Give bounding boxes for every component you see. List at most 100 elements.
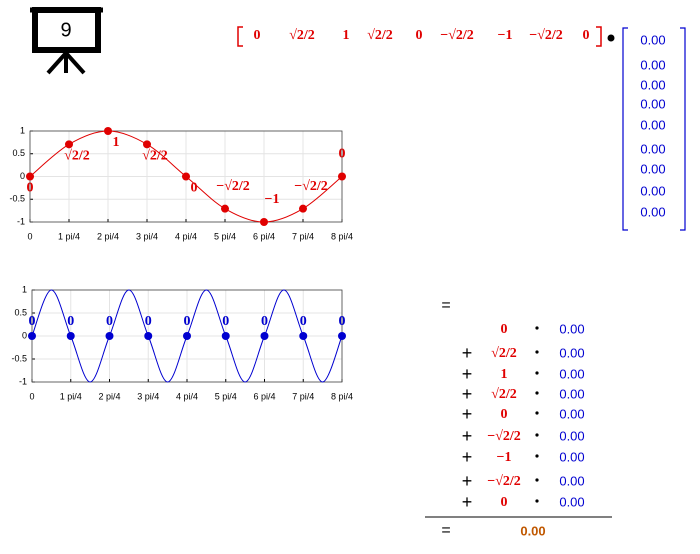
column-entry: 0.00	[640, 161, 665, 176]
x-tick-label: 5 pi/4	[214, 231, 236, 241]
term: −1	[497, 450, 512, 465]
x-tick-label: 6 pi/4	[253, 391, 275, 401]
value-label: 0	[300, 314, 307, 329]
coefficient: 0.00	[559, 428, 584, 443]
plus: +	[462, 471, 473, 491]
y-tick-label: -0.5	[11, 353, 27, 363]
value-label: 0	[191, 181, 198, 196]
presentation-icon	[30, 7, 103, 75]
value-label: √2/2	[142, 149, 168, 164]
y-tick-label: -0.5	[9, 194, 25, 204]
x-tick-label: 4 pi/4	[176, 391, 198, 401]
point	[105, 332, 114, 340]
x-tick-label: 8 pi/4	[331, 391, 353, 401]
point	[104, 127, 112, 135]
point	[260, 218, 268, 226]
y-tick-label: 0	[22, 330, 27, 340]
value-label: √2/2	[64, 149, 90, 164]
term: 0	[501, 495, 508, 510]
row-entry: −1	[498, 28, 513, 43]
dot	[535, 433, 539, 437]
column-entry: 0.00	[640, 141, 665, 156]
point	[299, 204, 307, 213]
term: −√2/2	[487, 474, 521, 489]
dot	[535, 326, 539, 330]
point	[26, 172, 34, 181]
result: 0.00	[520, 523, 545, 538]
coefficient: 0.00	[559, 366, 584, 381]
value-label: 1	[113, 135, 120, 150]
x-tick-label: 3 pi/4	[136, 231, 158, 241]
column-entry: 0.00	[640, 183, 665, 198]
y-tick-label: 1	[22, 284, 27, 294]
y-tick-label: -1	[19, 376, 27, 386]
column-entry: 0.00	[640, 204, 665, 219]
column-entry: 0.00	[640, 117, 665, 132]
column-entry: 0.00	[640, 77, 665, 92]
row-entry: 1	[343, 28, 350, 43]
point	[183, 332, 191, 340]
dot	[535, 478, 539, 482]
badge-number: 9	[60, 19, 71, 41]
column-entry: 0.00	[640, 96, 665, 111]
term: 0	[501, 407, 508, 422]
plus: +	[462, 404, 473, 424]
coefficient: 0.00	[559, 406, 584, 421]
point	[65, 140, 73, 149]
point	[28, 332, 36, 340]
point	[143, 140, 151, 149]
y-tick-label: 0.5	[12, 148, 25, 158]
point	[260, 332, 269, 340]
column-entry: 0.00	[640, 32, 665, 47]
row-entry: −√2/2	[440, 28, 474, 43]
dot	[535, 391, 539, 395]
term: −√2/2	[487, 429, 521, 444]
value-label: 0	[184, 314, 191, 329]
x-tick-label: 5 pi/4	[215, 391, 237, 401]
x-tick-label: 7 pi/4	[292, 231, 314, 241]
term: 0	[501, 322, 508, 337]
plus: +	[462, 364, 473, 384]
value-label: 0	[339, 147, 346, 162]
x-tick-label: 2 pi/4	[97, 231, 119, 241]
point	[182, 172, 190, 181]
x-tick-label: 0	[29, 391, 34, 401]
x-tick-label: 1 pi/4	[58, 231, 80, 241]
value-label: 0	[339, 314, 346, 329]
value-label: 0	[145, 314, 152, 329]
value-label: −√2/2	[216, 179, 250, 194]
term: 1	[501, 367, 508, 382]
coefficient: 0.00	[559, 494, 584, 509]
dot	[535, 371, 539, 375]
value-label: 0	[261, 314, 268, 329]
point	[221, 204, 229, 213]
row-entry: 0	[416, 28, 423, 43]
point	[66, 332, 75, 340]
row-entry: −√2/2	[529, 28, 563, 43]
coefficient: 0.00	[559, 473, 584, 488]
x-tick-label: 1 pi/4	[60, 391, 82, 401]
coefficient: 0.00	[559, 321, 584, 336]
value-label: 0	[67, 314, 74, 329]
x-tick-label: 8 pi/4	[331, 231, 353, 241]
plus: +	[462, 492, 473, 512]
value-label: −√2/2	[294, 179, 328, 194]
term: √2/2	[491, 387, 517, 402]
point	[299, 332, 308, 340]
point	[338, 332, 346, 340]
x-tick-label: 4 pi/4	[175, 231, 197, 241]
row-entry: 0	[583, 28, 590, 43]
x-tick-label: 7 pi/4	[292, 391, 314, 401]
dot	[535, 350, 539, 354]
x-tick-label: 3 pi/4	[137, 391, 159, 401]
column-entry: 0.00	[640, 57, 665, 72]
column-brackets	[622, 27, 686, 231]
value-label: −1	[265, 192, 280, 207]
dot	[535, 411, 539, 415]
row-entry: √2/2	[289, 28, 315, 43]
point	[221, 332, 230, 340]
dot	[535, 454, 539, 458]
value-label: 0	[29, 314, 36, 329]
y-tick-label: -1	[17, 216, 25, 226]
plus: +	[462, 343, 473, 363]
